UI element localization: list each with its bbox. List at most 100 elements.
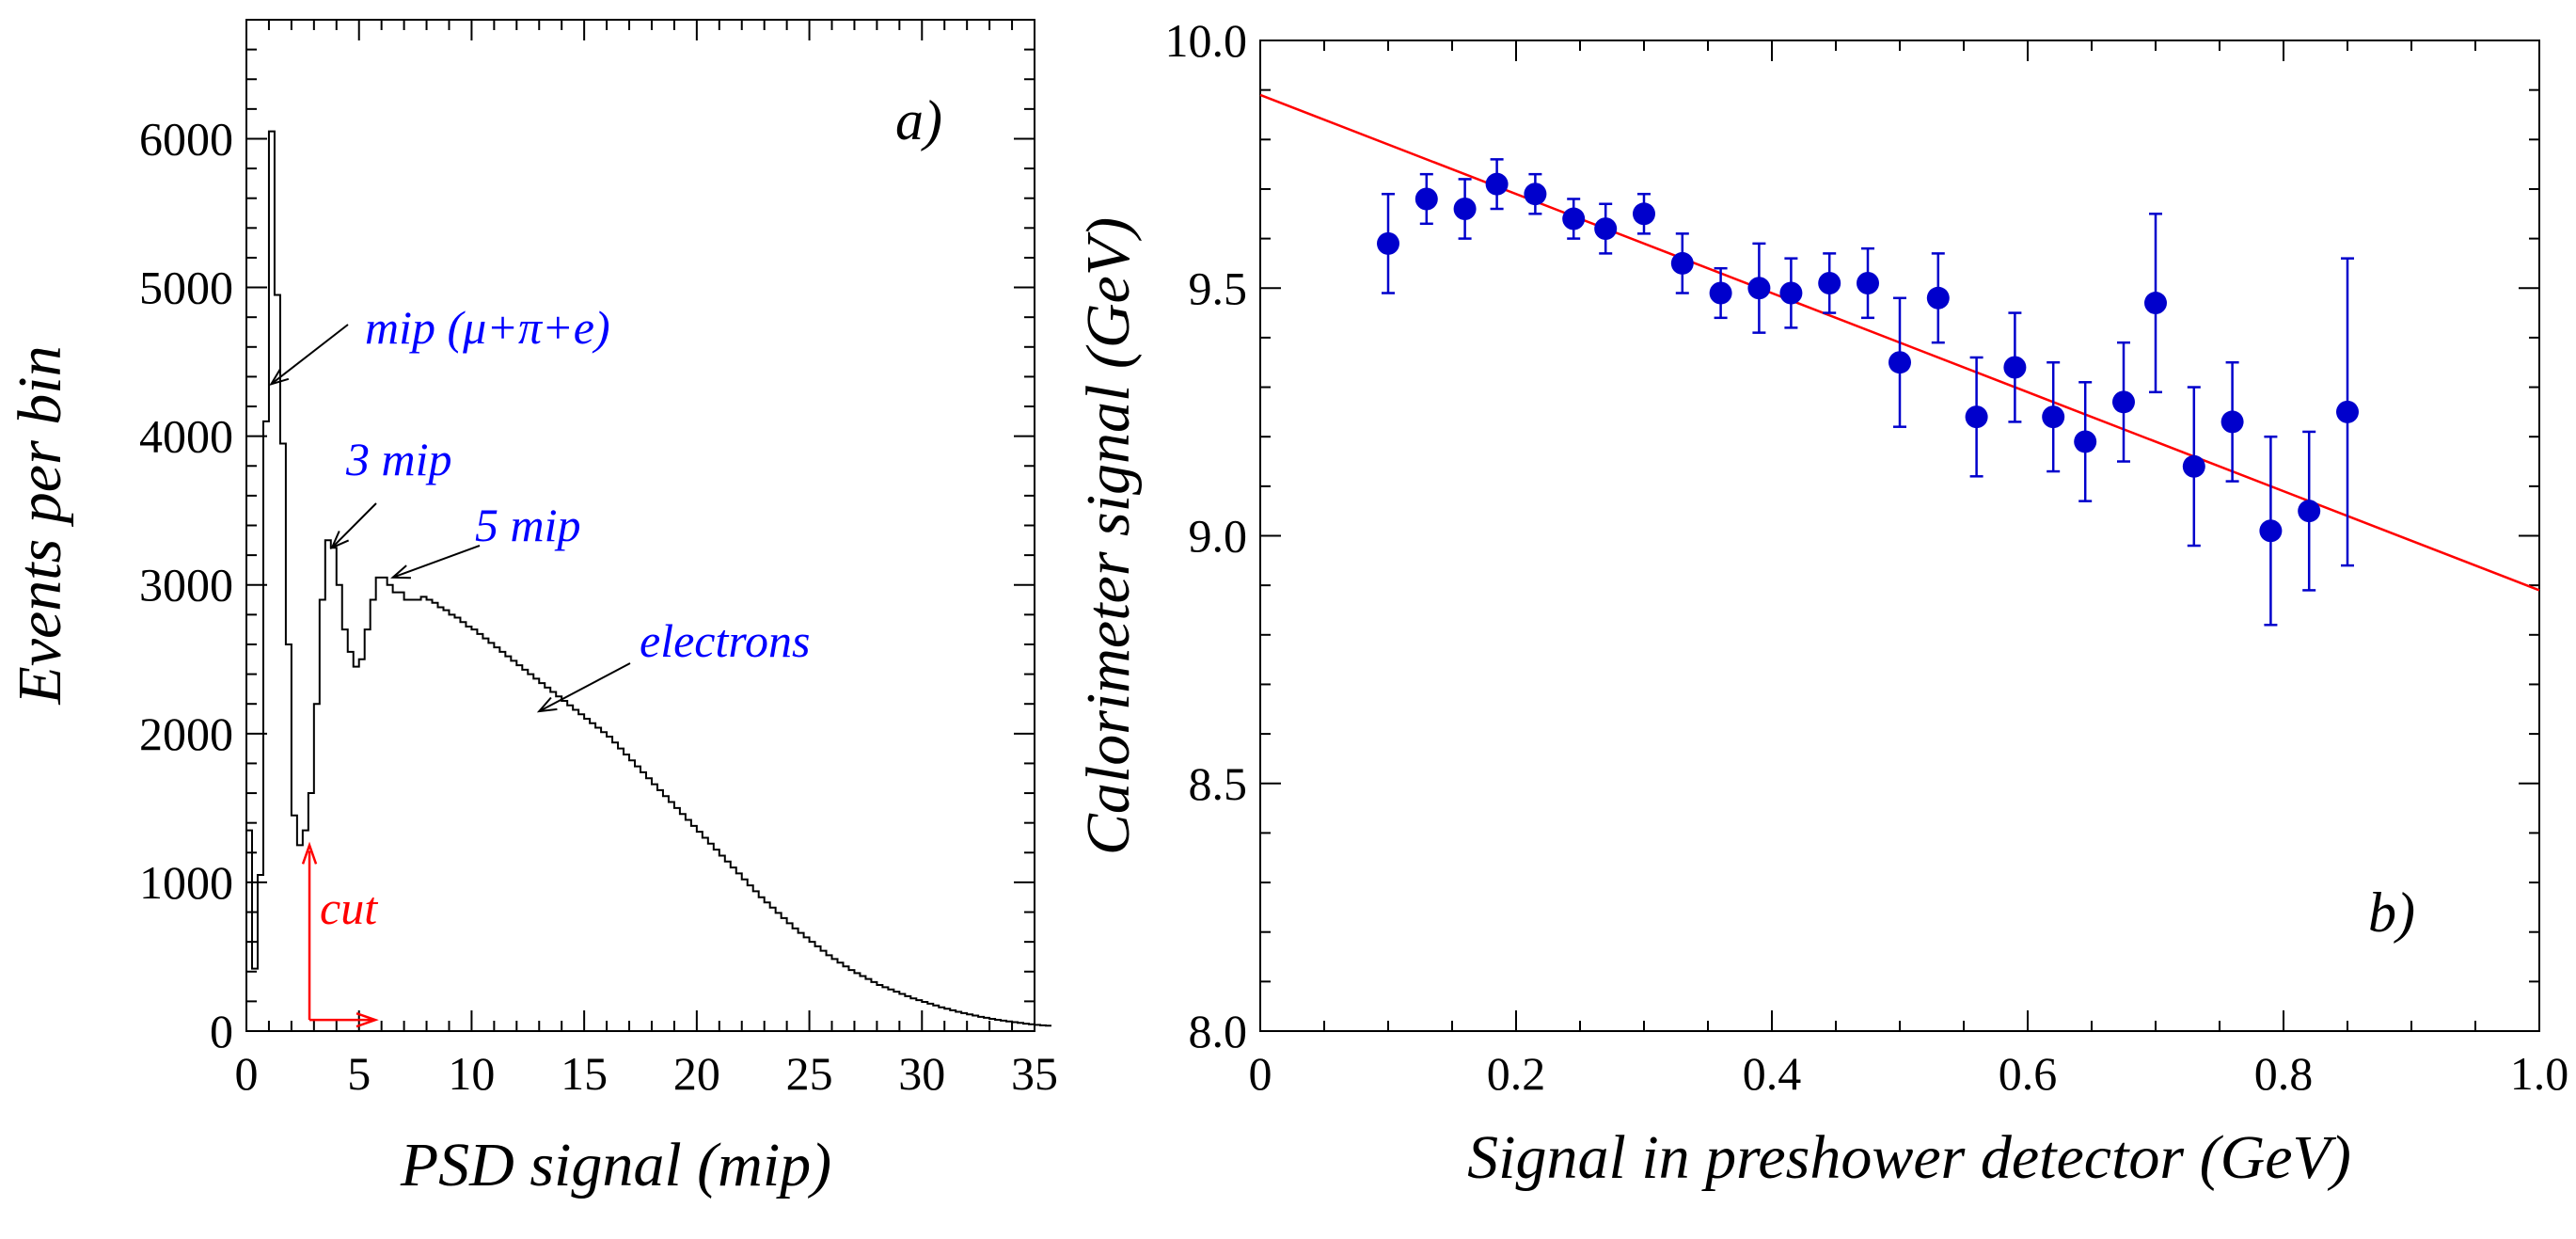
data-point <box>1779 257 1803 329</box>
point-marker <box>1453 198 1477 221</box>
panel-label-a: a) <box>895 89 942 151</box>
x-tick-label: 0.6 <box>1999 1047 2058 1100</box>
annotation: cut <box>301 841 379 1028</box>
panel-label-b: b) <box>2368 882 2415 944</box>
point-marker <box>2259 519 2283 543</box>
data-point <box>2074 381 2097 502</box>
data-points <box>1377 158 2359 627</box>
y-tick-label: 1000 <box>139 856 233 909</box>
annotation-arrow <box>392 545 481 579</box>
point-marker <box>2298 500 2321 523</box>
y-tick-label: 9.0 <box>1189 510 1248 563</box>
data-point <box>2220 360 2244 483</box>
tick-marks <box>245 19 1035 1032</box>
annotation: mip (μ+π+e) <box>269 301 610 387</box>
x-tick-label: 0.2 <box>1487 1047 1546 1100</box>
tick-marks <box>1259 40 2540 1032</box>
data-point <box>2003 311 2027 423</box>
cut-arrowhead <box>301 841 318 865</box>
data-point <box>1818 252 1841 314</box>
point-marker <box>2112 390 2135 414</box>
point-marker <box>1485 172 1509 196</box>
point-marker <box>1709 281 1732 305</box>
point-marker <box>1524 183 1547 206</box>
point-marker <box>1779 281 1803 305</box>
point-marker <box>1594 217 1618 241</box>
tick-labels: 0 0.2 0.4 0.6 0.8 1.0 8.0 8.5 9.0 9.5 10.0 <box>1165 14 2569 1100</box>
point-marker <box>1377 231 1399 255</box>
x-tick-label: 0.8 <box>2254 1047 2314 1100</box>
point-marker <box>1633 202 1655 226</box>
data-point <box>2298 430 2321 592</box>
data-point <box>1414 172 1438 226</box>
histogram-line <box>245 130 1051 1031</box>
x-axis-title: Signal in preshower detector (GeV) <box>1467 1123 2351 1192</box>
annotation: electrons <box>536 614 810 713</box>
y-tick-label: 4000 <box>139 410 233 463</box>
annotations: mip (μ+π+e) 3 mip 5 mip electrons cut <box>269 301 810 1028</box>
x-tick-label: 0 <box>1249 1047 1272 1100</box>
point-marker <box>1818 271 1841 294</box>
annotation-arrow <box>270 324 349 386</box>
plot-frame <box>245 19 1035 1032</box>
point-marker <box>2336 400 2359 423</box>
x-axis-title: PSD signal (mip) <box>400 1131 831 1199</box>
point-marker <box>2220 410 2244 434</box>
cut-arrowhead <box>356 1011 379 1028</box>
annotation-label: mip (μ+π+e) <box>365 301 610 354</box>
data-point <box>1524 172 1547 215</box>
y-axis-title: Events per bin <box>6 345 74 705</box>
x-tick-label: 35 <box>1011 1047 1058 1100</box>
point-marker <box>1926 286 1950 310</box>
data-point <box>1889 296 1911 428</box>
point-marker <box>1857 271 1879 294</box>
point-marker <box>2074 430 2097 453</box>
data-point <box>1377 192 1399 294</box>
x-tick-label: 25 <box>786 1047 833 1100</box>
data-point <box>2144 213 2167 394</box>
point-marker <box>2003 356 2027 379</box>
data-point <box>1594 202 1618 255</box>
x-tick-label: 15 <box>561 1047 608 1100</box>
point-marker <box>1414 187 1438 211</box>
data-point <box>1857 246 1879 320</box>
y-tick-label: 0 <box>210 1005 233 1057</box>
y-tick-label: 2000 <box>139 707 233 760</box>
y-tick-label: 9.5 <box>1189 262 1248 314</box>
x-tick-label: 1.0 <box>2510 1047 2569 1100</box>
annotation-arrow <box>538 662 631 712</box>
data-point <box>1562 198 1586 240</box>
data-point <box>2042 360 2065 473</box>
annotation-arrow <box>331 502 377 548</box>
x-tick-label: 10 <box>448 1047 495 1100</box>
y-tick-label: 3000 <box>139 559 233 612</box>
y-tick-label: 5000 <box>139 262 233 314</box>
point-marker <box>1670 251 1694 275</box>
point-marker <box>1889 351 1911 374</box>
data-point <box>1747 242 1771 334</box>
annotation-arrowhead <box>269 368 290 387</box>
y-tick-label: 10.0 <box>1165 14 1248 67</box>
data-point <box>1453 178 1477 240</box>
annotation-arrowhead <box>536 696 558 713</box>
annotation-arrowhead <box>330 531 350 550</box>
histogram-panel: 0 5 10 15 20 25 30 350100020003000400050006000 … <box>6 19 1058 1199</box>
point-marker <box>2144 292 2167 315</box>
x-tick-label: 0 <box>235 1047 259 1100</box>
tick-labels: 0 5 10 15 20 25 30 35 0 1000 2000 3000 4000 5000 6000 <box>139 112 1058 1100</box>
y-tick-label: 8.5 <box>1189 757 1248 810</box>
point-marker <box>2042 405 2065 429</box>
data-point <box>1485 158 1509 211</box>
data-point <box>2182 386 2205 548</box>
x-tick-label: 5 <box>347 1047 371 1100</box>
data-point <box>1670 232 1694 294</box>
point-marker <box>2182 454 2205 478</box>
annotation-label: cut <box>320 882 378 934</box>
annotation: 3 mip <box>330 433 452 550</box>
x-tick-label: 0.4 <box>1743 1047 1802 1100</box>
x-tick-label: 20 <box>673 1047 720 1100</box>
annotation-arrowhead <box>390 564 411 580</box>
point-marker <box>1747 277 1771 300</box>
data-point <box>1926 252 1950 344</box>
